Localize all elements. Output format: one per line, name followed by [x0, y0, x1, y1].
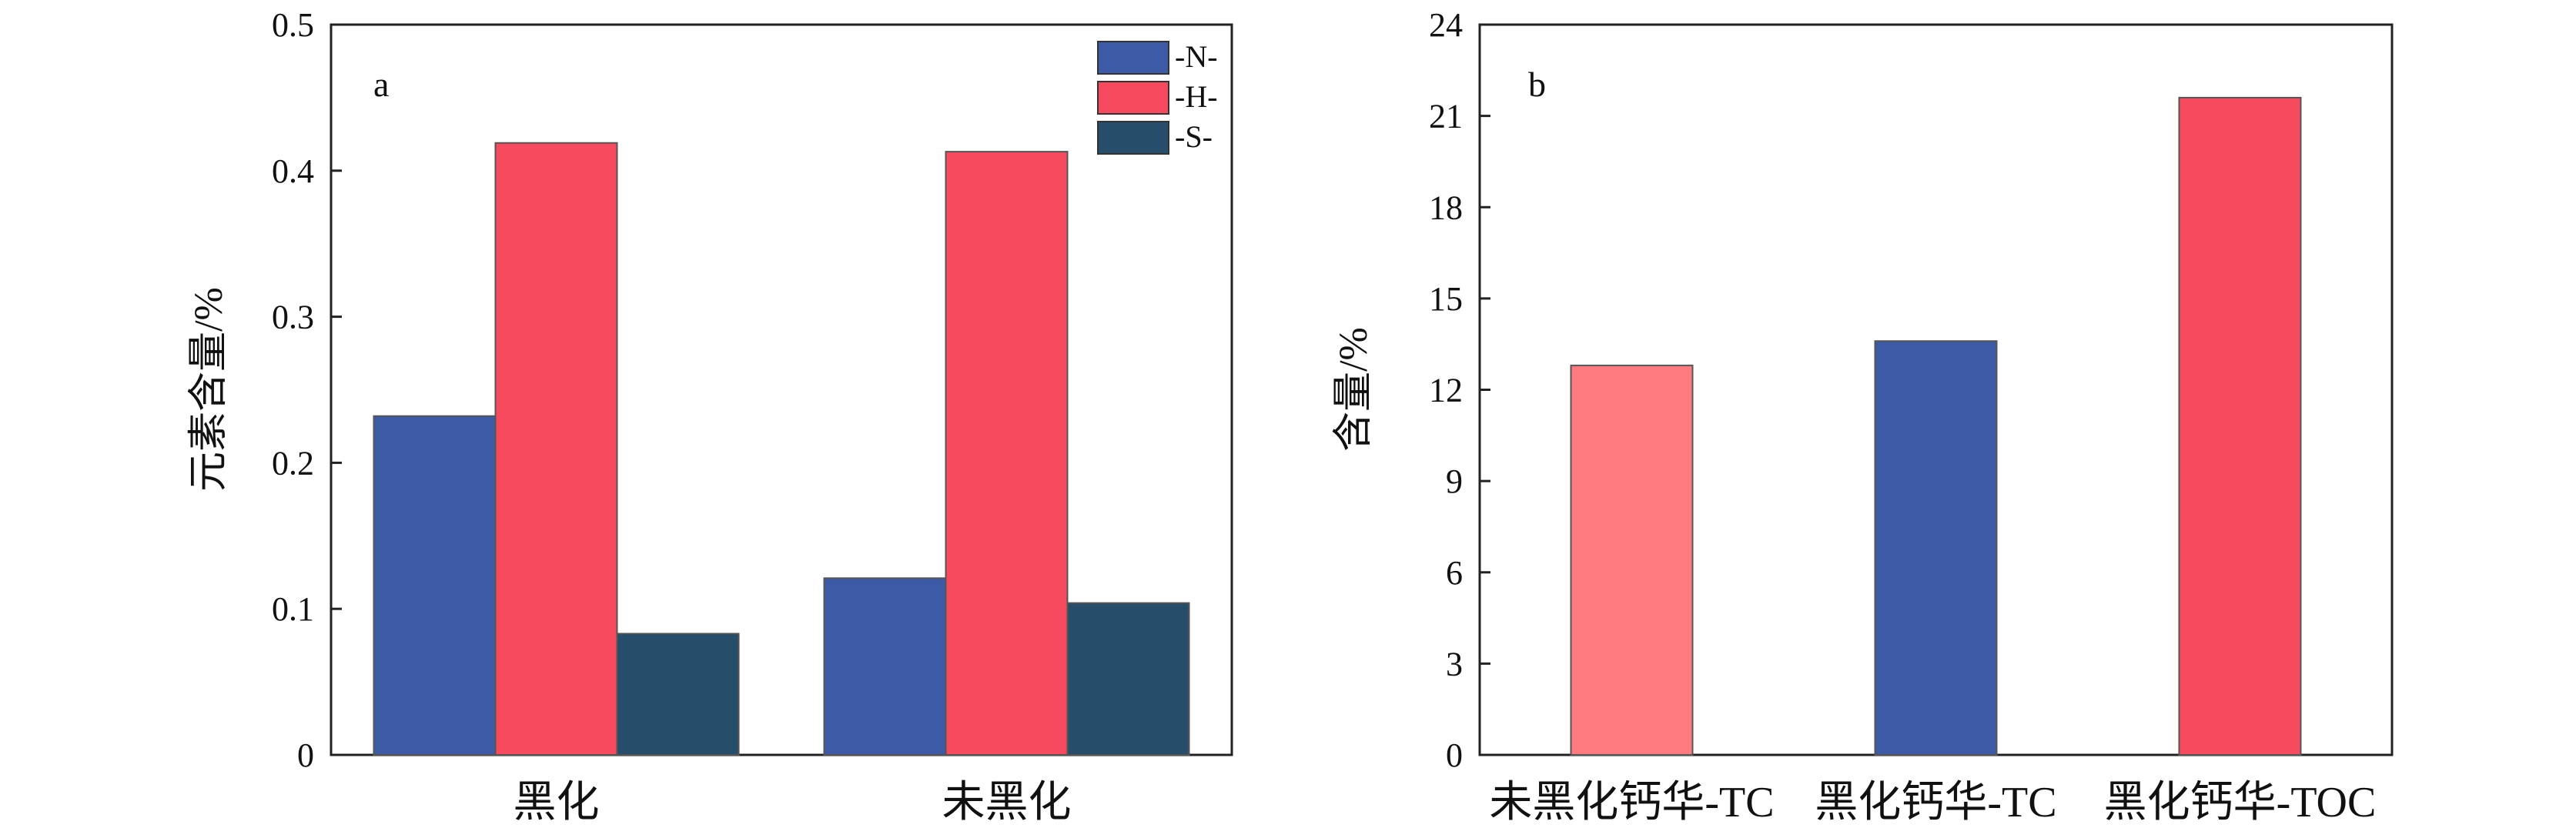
y-tick-label: 12	[1429, 372, 1463, 409]
y-tick-label: 6	[1446, 554, 1463, 592]
y-tick-label: 0.3	[272, 299, 314, 336]
chart-panel-a: a 元素含量/% 0 0.1 0.2 0.3 0.4 0.5 黑化 未黑化 -N- -H- -S…	[187, 6, 1233, 826]
y-tick-label: 0.2	[272, 444, 314, 482]
legend-a: -N- -H- -S-	[1097, 39, 1218, 155]
y-tick-label: 21	[1429, 98, 1463, 135]
y-tick-label: 9	[1446, 462, 1463, 500]
bar-a-0-1	[494, 142, 618, 756]
bar-a-0-0	[373, 415, 497, 756]
x-category-label: 黑化钙华-TOC	[2104, 779, 2377, 826]
legend-label: -H-	[1175, 79, 1218, 114]
y-axis-label-a: 元素含量/%	[187, 287, 231, 492]
y-tick-label: 24	[1429, 6, 1463, 44]
y-tick-label: 0	[297, 736, 314, 774]
y-tick-label: 0.4	[272, 152, 314, 190]
legend-swatch	[1097, 121, 1169, 155]
bar-b-0	[1570, 364, 1694, 756]
x-category-label: 未黑化	[942, 779, 1072, 826]
y-tick-label: 3	[1446, 645, 1463, 683]
y-axis-label-b: 含量/%	[1332, 327, 1376, 452]
chart-panel-b: b 含量/% 0 3 6 9 12 15 18 21 24 未黑化钙华-TC 黑化钙华-TC 黑化钙…	[1332, 6, 2394, 826]
x-category-label: 黑化	[514, 779, 600, 826]
bars-a	[373, 142, 1190, 756]
plot-area-a	[330, 23, 1233, 756]
y-tick-label: 15	[1429, 280, 1463, 318]
bars-b	[1570, 96, 2302, 756]
legend-swatch	[1097, 81, 1169, 115]
x-categories-a: 黑化 未黑化	[514, 779, 1072, 826]
legend-label: -S-	[1175, 119, 1213, 154]
bar-b-1	[1874, 340, 1998, 756]
y-tick-label: 18	[1429, 189, 1463, 226]
bar-a-0-2	[616, 633, 740, 756]
legend-swatch	[1097, 41, 1169, 75]
bar-b-2	[2178, 96, 2302, 756]
y-tick-label: 0.5	[272, 6, 314, 44]
y-tick-label: 0	[1446, 736, 1463, 774]
x-category-label: 黑化钙华-TC	[1815, 779, 2056, 826]
legend-label: -N-	[1175, 39, 1218, 74]
bar-a-1-2	[1066, 602, 1190, 756]
y-ticks-b: 0 3 6 9 12 15 18 21 24	[1429, 6, 1490, 774]
y-tick-label: 0.1	[272, 590, 314, 628]
y-ticks-a: 0 0.1 0.2 0.3 0.4 0.5	[272, 6, 342, 774]
bar-a-1-0	[823, 577, 947, 756]
x-category-label: 未黑化钙华-TC	[1489, 779, 1774, 826]
x-categories-b: 未黑化钙华-TC 黑化钙华-TC 黑化钙华-TOC	[1489, 779, 2376, 826]
panel-letter-b: b	[1528, 65, 1546, 104]
bar-a-1-1	[945, 151, 1069, 756]
panel-letter-a: a	[373, 65, 389, 104]
